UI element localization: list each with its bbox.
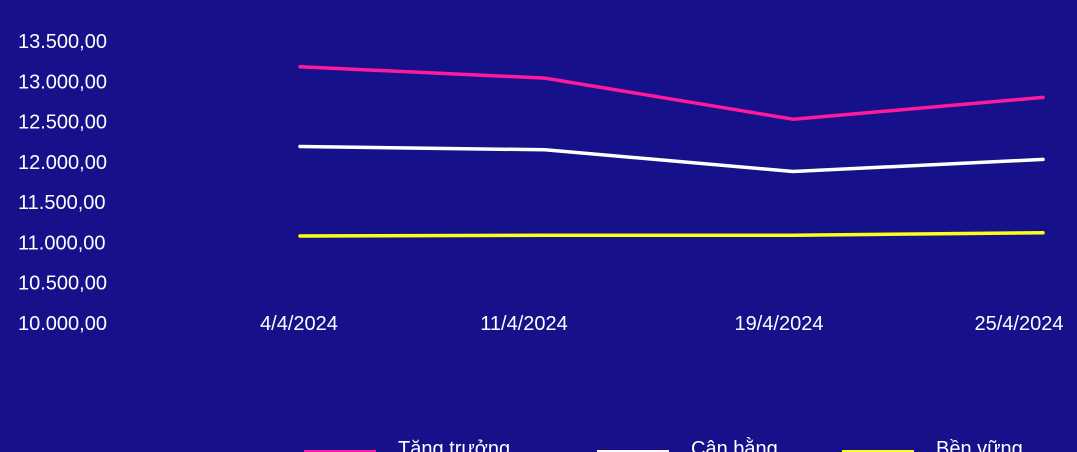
legend-label: Tăng trưởng <box>398 438 510 452</box>
y-tick-label: 12.000,00 <box>18 152 107 174</box>
legend-label: Bền vững <box>936 438 1023 452</box>
y-tick-label: 11.500,00 <box>18 192 106 214</box>
x-tick-label: 19/4/2024 <box>735 313 824 335</box>
series-lines <box>298 65 1045 238</box>
y-tick-label: 10.500,00 <box>18 273 107 295</box>
x-tick-label: 11/4/2024 <box>480 313 568 335</box>
legend: Tăng trưởng Cân bằng Bền vững <box>304 437 1023 452</box>
legend-swatch <box>597 450 669 452</box>
y-tick-label: 10.000,00 <box>18 313 107 335</box>
y-tick-label: 11.000,00 <box>18 232 106 254</box>
y-tick-label: 12.500,00 <box>18 112 107 134</box>
series-line-2 <box>298 144 1045 174</box>
series-line-3 <box>298 231 1045 238</box>
legend-swatch <box>842 450 914 452</box>
x-tick-label: 25/4/2024 <box>975 313 1064 335</box>
series-line-1 <box>298 65 1045 121</box>
y-tick-label: 13.500,00 <box>18 31 107 53</box>
x-tick-label: 4/4/2024 <box>260 313 338 335</box>
legend-swatch <box>304 450 376 452</box>
y-axis-ticks: 10.000,00 10.500,00 11.000,00 11.500,00 12.0… <box>18 31 107 335</box>
legend-label: Cân bằng <box>691 437 778 452</box>
x-axis-ticks: 4/4/2024 11/4/2024 19/4/2024 25/4/2024 <box>260 313 1063 335</box>
y-tick-label: 13.000,00 <box>18 71 107 93</box>
